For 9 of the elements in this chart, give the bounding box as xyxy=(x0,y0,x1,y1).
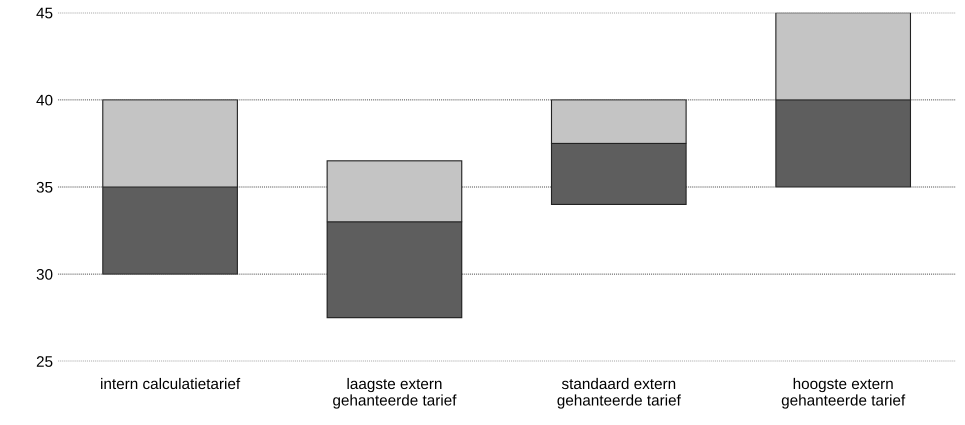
x-tick-label: laagste extern gehanteerde tarief xyxy=(333,378,456,409)
x-tick-label: standaard extern gehanteerde tarief xyxy=(557,378,681,409)
y-tick-label: 30 xyxy=(36,268,52,280)
y-tick-label: 40 xyxy=(36,94,52,106)
x-tick-label: hoogste extern gehanteerde tarief xyxy=(782,378,906,409)
y-tick-label: 25 xyxy=(36,356,52,367)
y-tick-label: 45 xyxy=(36,8,52,18)
y-tick-label: 35 xyxy=(36,182,52,193)
x-tick-label: intern calculatietarief xyxy=(101,378,240,390)
